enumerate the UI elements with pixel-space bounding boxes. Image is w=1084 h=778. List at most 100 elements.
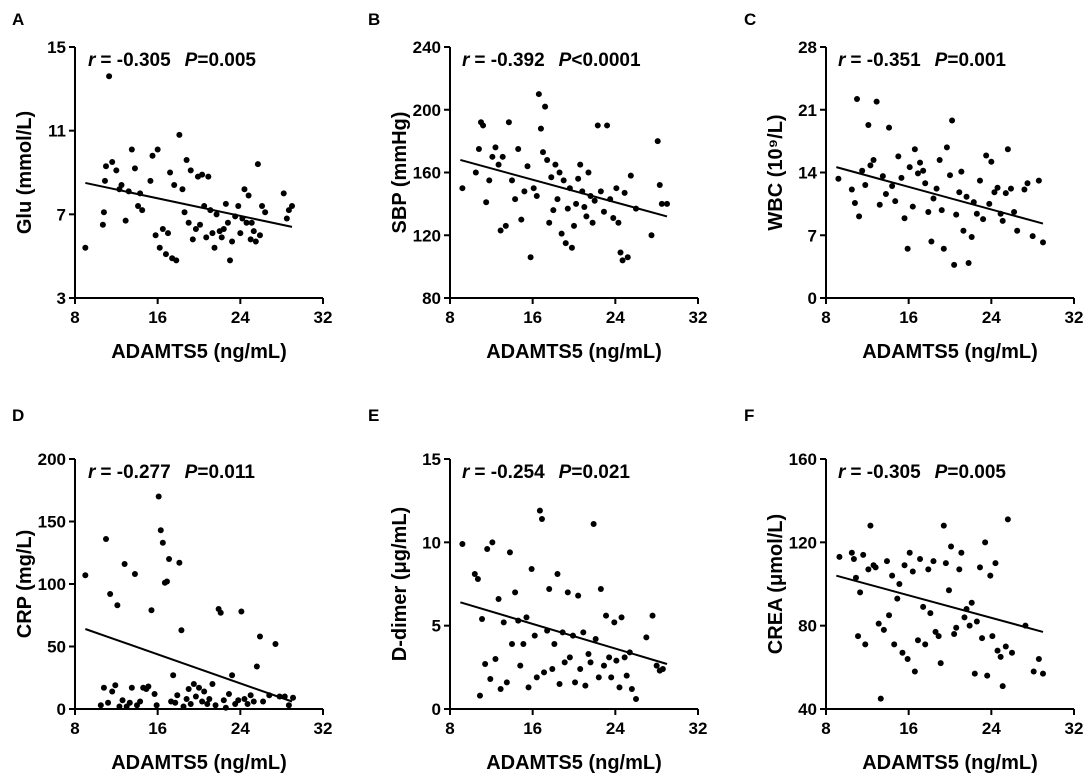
data-point — [99, 221, 106, 228]
x-tick-label: 16 — [523, 308, 542, 327]
data-point — [280, 190, 287, 197]
data-point — [521, 188, 528, 195]
data-point — [867, 162, 874, 169]
data-point — [963, 193, 970, 200]
y-tick-label: 0 — [57, 700, 66, 719]
x-tick-label: 16 — [523, 719, 542, 738]
data-point — [580, 629, 587, 636]
data-point — [582, 682, 589, 689]
data-point — [1030, 668, 1037, 675]
data-point — [872, 564, 879, 571]
data-point — [137, 698, 144, 705]
y-tick-label: 7 — [57, 205, 66, 224]
data-point — [875, 620, 882, 627]
y-tick-label: 120 — [413, 226, 441, 245]
data-point — [489, 539, 496, 546]
data-point — [589, 219, 596, 226]
data-point — [159, 539, 166, 546]
data-point — [590, 521, 597, 527]
stat-p-value: <0.0001 — [571, 50, 641, 71]
y-tick-label: 15 — [47, 38, 66, 57]
data-point — [540, 149, 546, 156]
x-axis-title: ADAMTS5 (ng/mL) — [862, 752, 1038, 774]
panel-e: E 8 16 24 32 0 5 10 15 ADAMTS5 (ng/mL) D-dimer (μg… — [368, 406, 707, 774]
data-point — [1021, 186, 1028, 193]
data-point — [199, 698, 206, 705]
data-point — [979, 635, 986, 642]
data-point — [546, 219, 553, 226]
data-point — [835, 175, 842, 182]
data-point — [122, 217, 129, 224]
data-point — [205, 173, 212, 180]
data-point — [896, 581, 903, 587]
correlation-stat: r = -0.277 P=0.011 — [88, 462, 255, 483]
data-point — [554, 571, 561, 577]
y-tick-label: 40 — [798, 700, 817, 719]
data-point — [616, 684, 623, 691]
data-point — [533, 674, 540, 681]
x-tick-label: 16 — [899, 308, 918, 327]
data-point — [197, 221, 204, 228]
data-point — [618, 614, 625, 621]
data-point — [911, 668, 918, 675]
data-point — [659, 666, 666, 672]
data-point — [914, 170, 921, 177]
data-point — [938, 207, 945, 214]
data-point — [613, 657, 620, 664]
data-point — [176, 559, 183, 566]
data-point — [256, 633, 263, 640]
x-tick-label: 32 — [1065, 308, 1084, 327]
data-point — [474, 576, 481, 582]
data-point — [619, 257, 626, 264]
data-point — [626, 649, 633, 656]
data-point — [585, 169, 592, 176]
data-point — [203, 234, 210, 241]
data-point — [201, 688, 208, 695]
data-point — [549, 666, 556, 672]
data-point — [917, 556, 924, 562]
data-point — [505, 119, 512, 126]
data-point — [889, 572, 896, 579]
data-point — [894, 595, 901, 602]
data-point — [945, 587, 952, 594]
data-point — [1022, 622, 1029, 629]
data-point — [199, 171, 206, 178]
data-point — [850, 556, 857, 562]
data-point — [1004, 146, 1011, 153]
data-point — [943, 144, 950, 151]
data-point — [556, 681, 563, 687]
data-point — [480, 122, 487, 129]
data-point — [530, 185, 537, 192]
data-point — [956, 566, 963, 573]
data-point — [106, 73, 113, 80]
data-point — [475, 145, 482, 152]
data-point — [617, 249, 624, 256]
data-point — [953, 624, 960, 631]
data-point — [949, 117, 956, 124]
data-point — [535, 91, 542, 98]
data-point — [999, 683, 1006, 690]
data-point — [118, 182, 125, 189]
data-point — [209, 230, 216, 237]
data-point — [486, 177, 493, 184]
y-axis-title: CRP (mg/L) — [14, 530, 36, 639]
data-point — [145, 683, 152, 690]
data-point — [253, 663, 260, 670]
data-point — [992, 560, 999, 567]
data-point — [551, 641, 558, 647]
data-point — [128, 684, 135, 691]
y-tick-label: 160 — [413, 164, 441, 183]
x-tick-label: 24 — [982, 308, 1001, 327]
data-point — [527, 254, 534, 261]
data-point — [920, 603, 927, 610]
data-point — [204, 701, 211, 707]
data-point — [283, 215, 290, 222]
x-tick-label: 32 — [1065, 719, 1084, 738]
data-point — [162, 251, 169, 258]
data-point — [909, 203, 916, 210]
data-point — [856, 213, 863, 220]
data-point — [1004, 516, 1011, 523]
data-point — [571, 222, 577, 229]
y-tick-label: 11 — [48, 122, 66, 141]
